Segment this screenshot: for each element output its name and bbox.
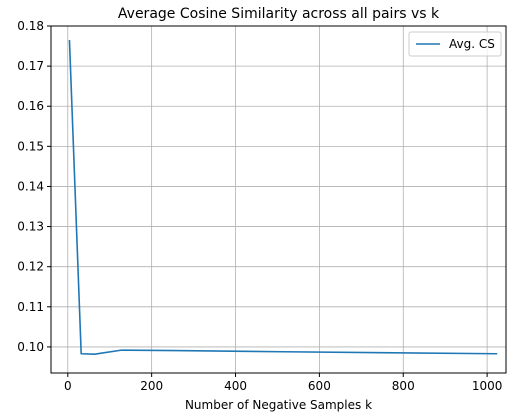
x-tick-label: 0 (64, 379, 72, 393)
x-axis-label: Number of Negative Samples k (185, 398, 372, 412)
x-axis: 0 200 400 600 800 1000 (64, 373, 502, 393)
chart-title: Average Cosine Similarity across all pai… (118, 6, 440, 22)
x-tick-label: 1000 (472, 379, 503, 393)
x-tick-label: 800 (392, 379, 415, 393)
y-tick-label: 0.16 (17, 99, 44, 113)
legend-box (408, 31, 502, 57)
x-tick-label: 200 (140, 379, 163, 393)
y-tick-label: 0.17 (17, 59, 44, 73)
y-tick-label: 0.14 (17, 179, 44, 193)
y-tick-label: 0.11 (17, 300, 44, 314)
legend-label: Avg. CS (449, 37, 495, 51)
y-tick-label: 0.12 (17, 260, 44, 274)
y-tick-label: 0.13 (17, 220, 44, 234)
plot-frame (50, 25, 507, 374)
series-line (68, 40, 498, 355)
y-tick-label: 0.10 (17, 340, 44, 354)
legend: Avg. CS (408, 31, 502, 57)
x-tick-label: 600 (308, 379, 331, 393)
x-tick-label: 400 (224, 379, 247, 393)
series-layer (68, 40, 498, 355)
grid (51, 25, 506, 373)
y-tick-label: 0.15 (17, 139, 44, 153)
y-tick-label: 0.18 (17, 19, 44, 33)
y-axis: 0.10 0.11 0.12 0.13 0.14 0.15 0.16 0.17 0.18 (17, 19, 51, 354)
